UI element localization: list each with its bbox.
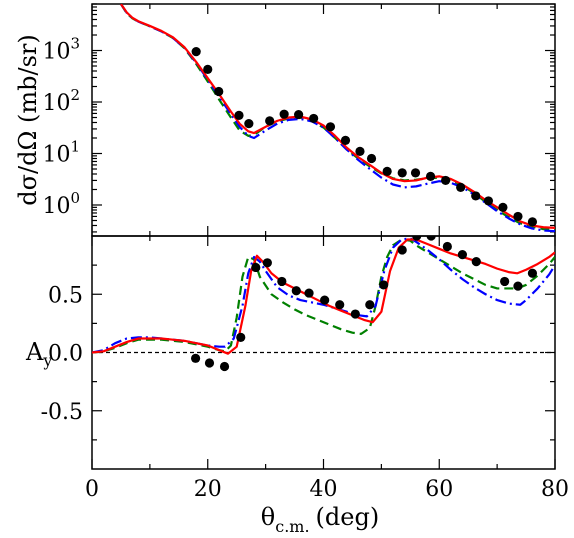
top-data-point <box>498 202 508 212</box>
bottom-data-point <box>426 236 436 241</box>
top-data-point <box>355 146 365 156</box>
x-tick-label: 0 <box>85 477 99 502</box>
top-data-point <box>191 47 201 57</box>
bottom-data-point <box>291 286 301 296</box>
top-data-point <box>214 86 224 97</box>
theta-subscript: c.m. <box>275 517 309 536</box>
top-data-point <box>366 153 377 164</box>
top-data-point <box>294 109 304 120</box>
top-data-point <box>244 119 254 129</box>
bottom-data-point <box>190 353 201 363</box>
top-data-point <box>513 211 523 222</box>
bottom-data-point <box>527 268 538 278</box>
bottom-data-point <box>379 280 389 290</box>
top-data-point <box>279 109 289 119</box>
top-y-axis-label: dσ/dΩ (mb/sr) <box>14 34 42 205</box>
top-y-tick-label: 102 <box>42 86 80 116</box>
top-data-point <box>456 182 466 192</box>
bottom-data-point <box>365 300 375 310</box>
top-data-point <box>527 217 538 227</box>
bottom-data-point <box>236 332 246 342</box>
top-data-point <box>397 168 407 178</box>
bottom-y-tick-label: -0.5 <box>41 400 83 425</box>
x-axis-label: θc.m. (deg) <box>261 503 379 536</box>
tick-exponent: 0 <box>70 189 80 207</box>
top-data-point <box>309 113 319 124</box>
bottom-tick-labels: -0.5 0.0 0.5 0 20 40 60 80 <box>41 283 569 502</box>
bottom-data-point <box>204 358 215 368</box>
tick-exponent: 1 <box>70 137 80 155</box>
bottom-y-tick-label: 0.0 <box>48 342 83 367</box>
top-data-point <box>265 116 275 126</box>
bottom-y-axis-label: Ay <box>25 338 52 370</box>
top-y-tick-label: 101 <box>42 137 80 167</box>
analyzing-power-panel: -0.5 0.0 0.5 0 20 40 60 80 Ay θc.m. (deg) <box>25 235 569 536</box>
bottom-data-point <box>335 300 345 310</box>
top-data-point <box>203 64 213 74</box>
tick-exponent: 3 <box>70 35 80 53</box>
bottom-curve-dashdot <box>92 237 555 354</box>
x-tick-label: 20 <box>194 477 222 502</box>
top-data-point <box>325 122 336 132</box>
top-axis-ticks <box>91 3 556 236</box>
top-data-point <box>410 168 421 178</box>
x-tick-label: 80 <box>541 477 569 502</box>
bottom-data-point <box>262 258 272 268</box>
tick-exponent: 2 <box>70 86 80 104</box>
ay-main: A <box>25 338 44 366</box>
bottom-data-point <box>350 309 360 319</box>
tick-base: 10 <box>42 40 70 65</box>
top-y-tick-label: 100 <box>42 189 80 219</box>
bottom-data-point <box>320 295 330 305</box>
top-y-tick-label: 103 <box>42 35 80 65</box>
top-data-point <box>425 171 436 181</box>
x-tick-label: 60 <box>425 477 453 502</box>
bottom-data-point <box>304 288 314 298</box>
theta-unit: (deg) <box>316 503 380 531</box>
bottom-data-point <box>251 262 261 273</box>
bottom-y-tick-label: 0.5 <box>48 283 83 308</box>
bottom-data-point <box>397 245 407 255</box>
bottom-data-point <box>442 241 452 252</box>
bottom-data-point <box>277 276 287 287</box>
bottom-data-points <box>190 236 538 372</box>
bottom-data-point <box>412 236 422 241</box>
tick-base: 10 <box>42 91 70 116</box>
top-curve-dashed <box>120 4 555 231</box>
top-data-point <box>340 135 351 145</box>
top-curve-solid <box>120 4 555 229</box>
top-data-point <box>441 175 451 186</box>
theta-main: θ <box>261 503 275 531</box>
bottom-data-point <box>219 361 230 372</box>
ay-subscript: y <box>42 351 52 370</box>
top-data-point <box>382 166 392 176</box>
tick-base: 10 <box>42 142 70 167</box>
bottom-data-point <box>513 281 523 291</box>
bottom-data-point <box>500 276 510 287</box>
x-tick-label: 40 <box>310 477 338 502</box>
top-data-point <box>471 191 481 201</box>
tick-base: 10 <box>42 194 70 219</box>
top-data-point <box>483 196 494 206</box>
top-data-point <box>234 110 244 120</box>
bottom-data-point <box>457 250 467 260</box>
top-data-points <box>191 47 538 227</box>
bottom-data-point <box>471 257 481 267</box>
